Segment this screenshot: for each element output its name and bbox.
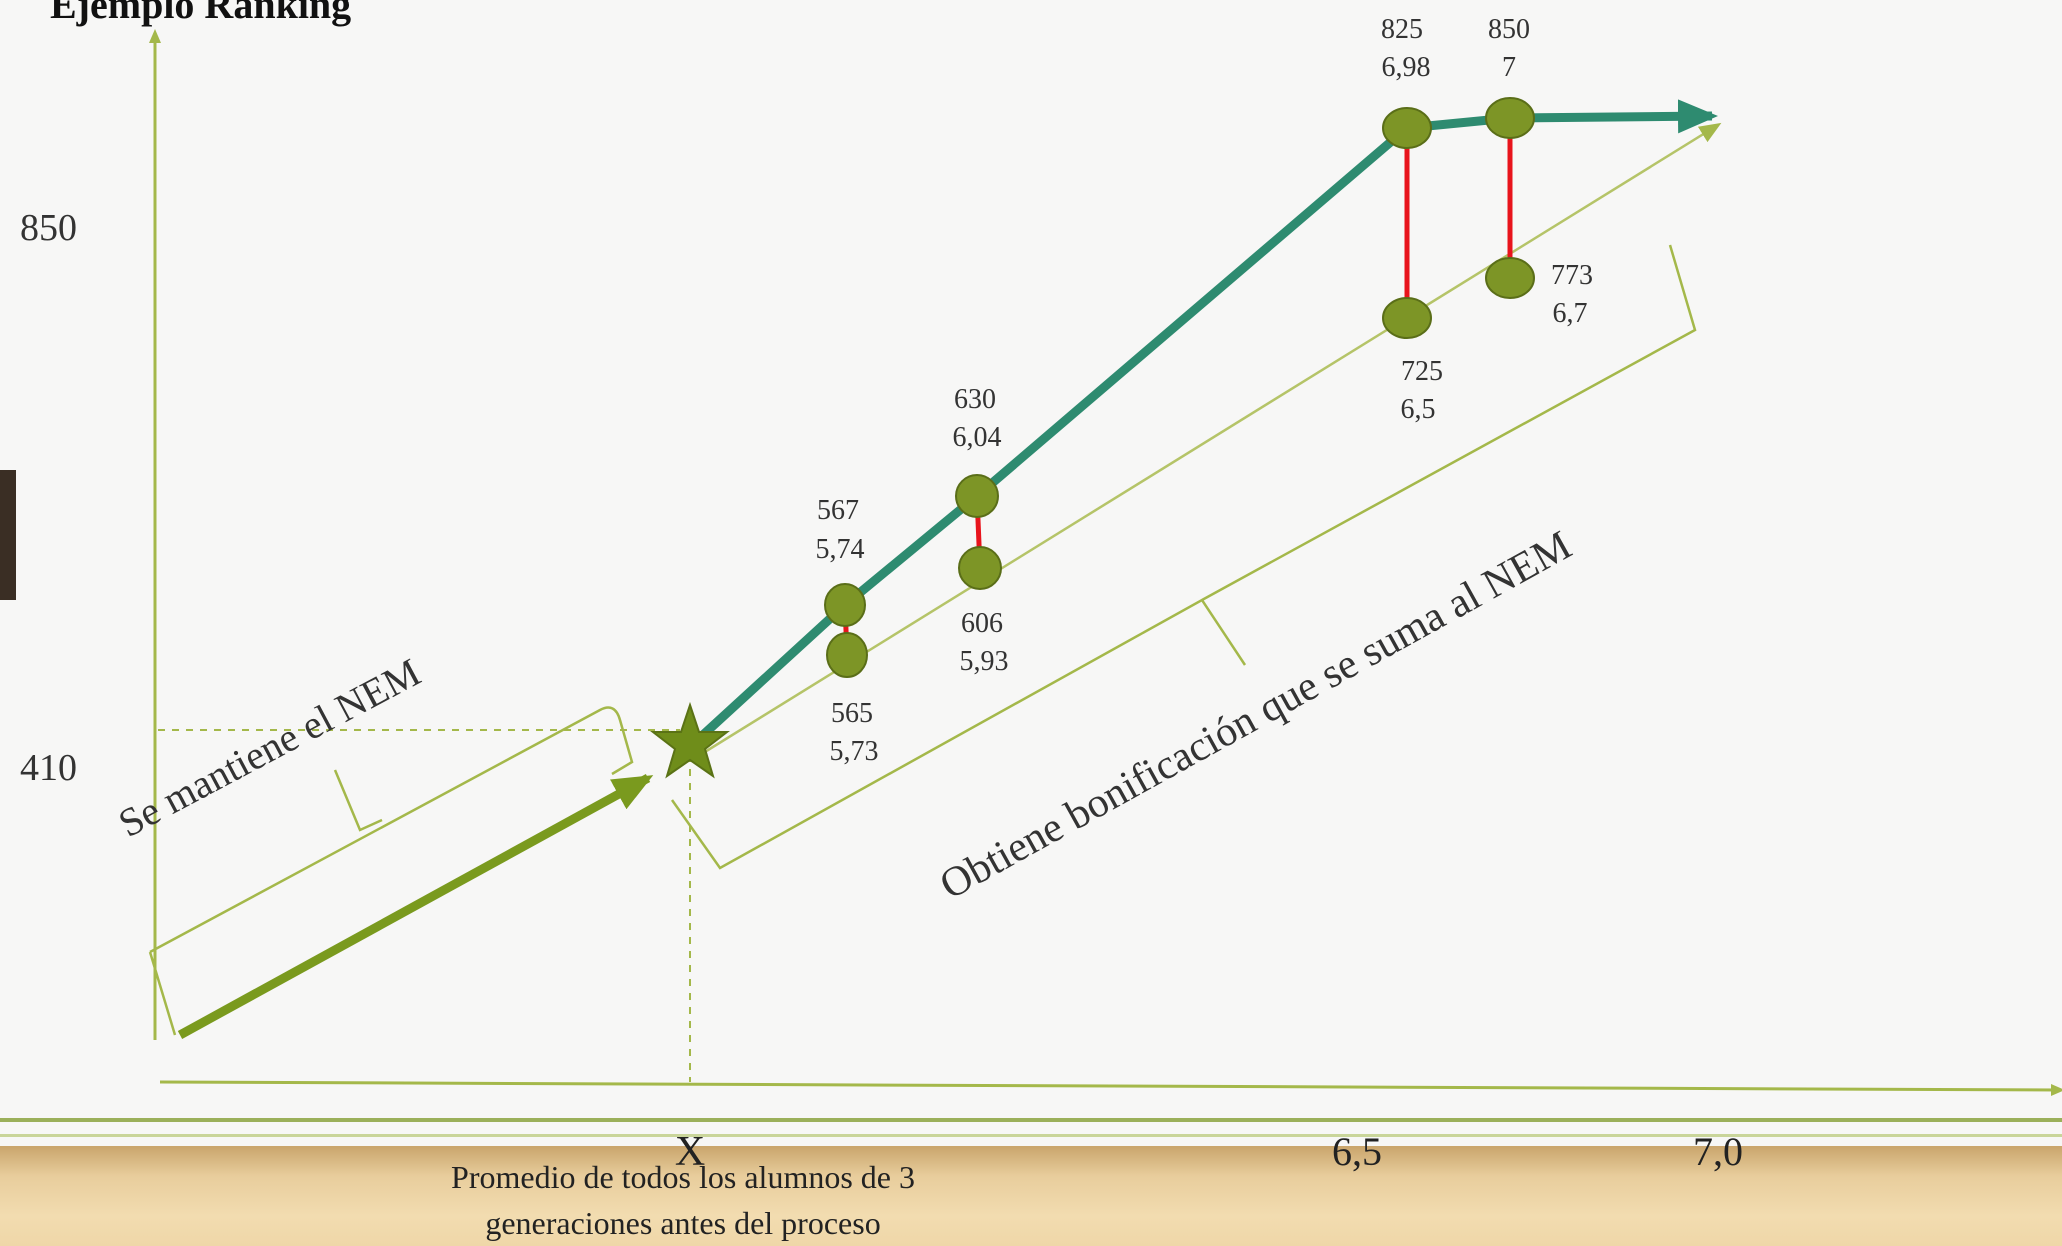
label-lower-3-nem: 6,5 [1401, 394, 1436, 425]
brace-right-label: Obtiene bonificación que se suma al NEM [933, 522, 1580, 908]
point-lower-2 [958, 546, 1002, 590]
label-lower-1-ranking: 565 [831, 698, 873, 729]
label-lower-2-nem: 5,93 [960, 646, 1009, 677]
base-trend-line [699, 122, 1722, 757]
x-tick-x: X [675, 1129, 705, 1175]
footer-band [0, 1146, 2062, 1246]
label-upper-3-ranking: 825 [1381, 14, 1423, 45]
footer-rule-thin [0, 1134, 2062, 1137]
point-upper-4 [1485, 97, 1535, 139]
olive-arrow [177, 774, 654, 1039]
point-upper-3 [1382, 107, 1432, 149]
brace-right [670, 244, 1697, 870]
y-tick-410: 410 [20, 747, 77, 789]
point-upper-1 [824, 583, 866, 627]
brace-left [148, 706, 634, 1036]
x-tick-6-5: 6,5 [1332, 1129, 1382, 1174]
y-tick-850: 850 [20, 207, 77, 249]
teal-bonus-line [688, 99, 1718, 749]
label-lower-4-ranking: 773 [1551, 260, 1593, 291]
label-upper-1-ranking: 567 [817, 495, 859, 526]
point-upper-2 [955, 474, 999, 518]
point-lower-1 [826, 632, 868, 678]
label-lower-3-ranking: 725 [1401, 356, 1443, 387]
label-upper-3-nem: 6,98 [1382, 52, 1431, 83]
slide-title: Ejemplo Ranking [50, 0, 351, 27]
x-note-line-1: Promedio de todos los alumnos de 3 [451, 1159, 915, 1195]
x-axis [159, 1080, 2062, 1096]
x-note-line-2: generaciones antes del proceso [485, 1205, 880, 1241]
star-icon [650, 701, 730, 779]
label-upper-1-nem: 5,74 [816, 534, 865, 565]
label-lower-2-ranking: 606 [961, 608, 1003, 639]
point-lower-4 [1485, 257, 1535, 299]
label-lower-1-nem: 5,73 [830, 736, 879, 767]
x-tick-7-0: 7,0 [1693, 1129, 1743, 1174]
label-upper-2-ranking: 630 [954, 384, 996, 415]
brace-left-label: Se mantiene el NEM [111, 649, 427, 846]
point-lower-3 [1382, 297, 1432, 339]
label-lower-4-nem: 6,7 [1553, 298, 1588, 329]
label-upper-4-nem: 7 [1502, 52, 1516, 83]
side-tab [0, 470, 16, 600]
label-upper-2-nem: 6,04 [953, 422, 1002, 453]
label-upper-4-ranking: 850 [1488, 14, 1530, 45]
footer-rule [0, 1118, 2062, 1122]
